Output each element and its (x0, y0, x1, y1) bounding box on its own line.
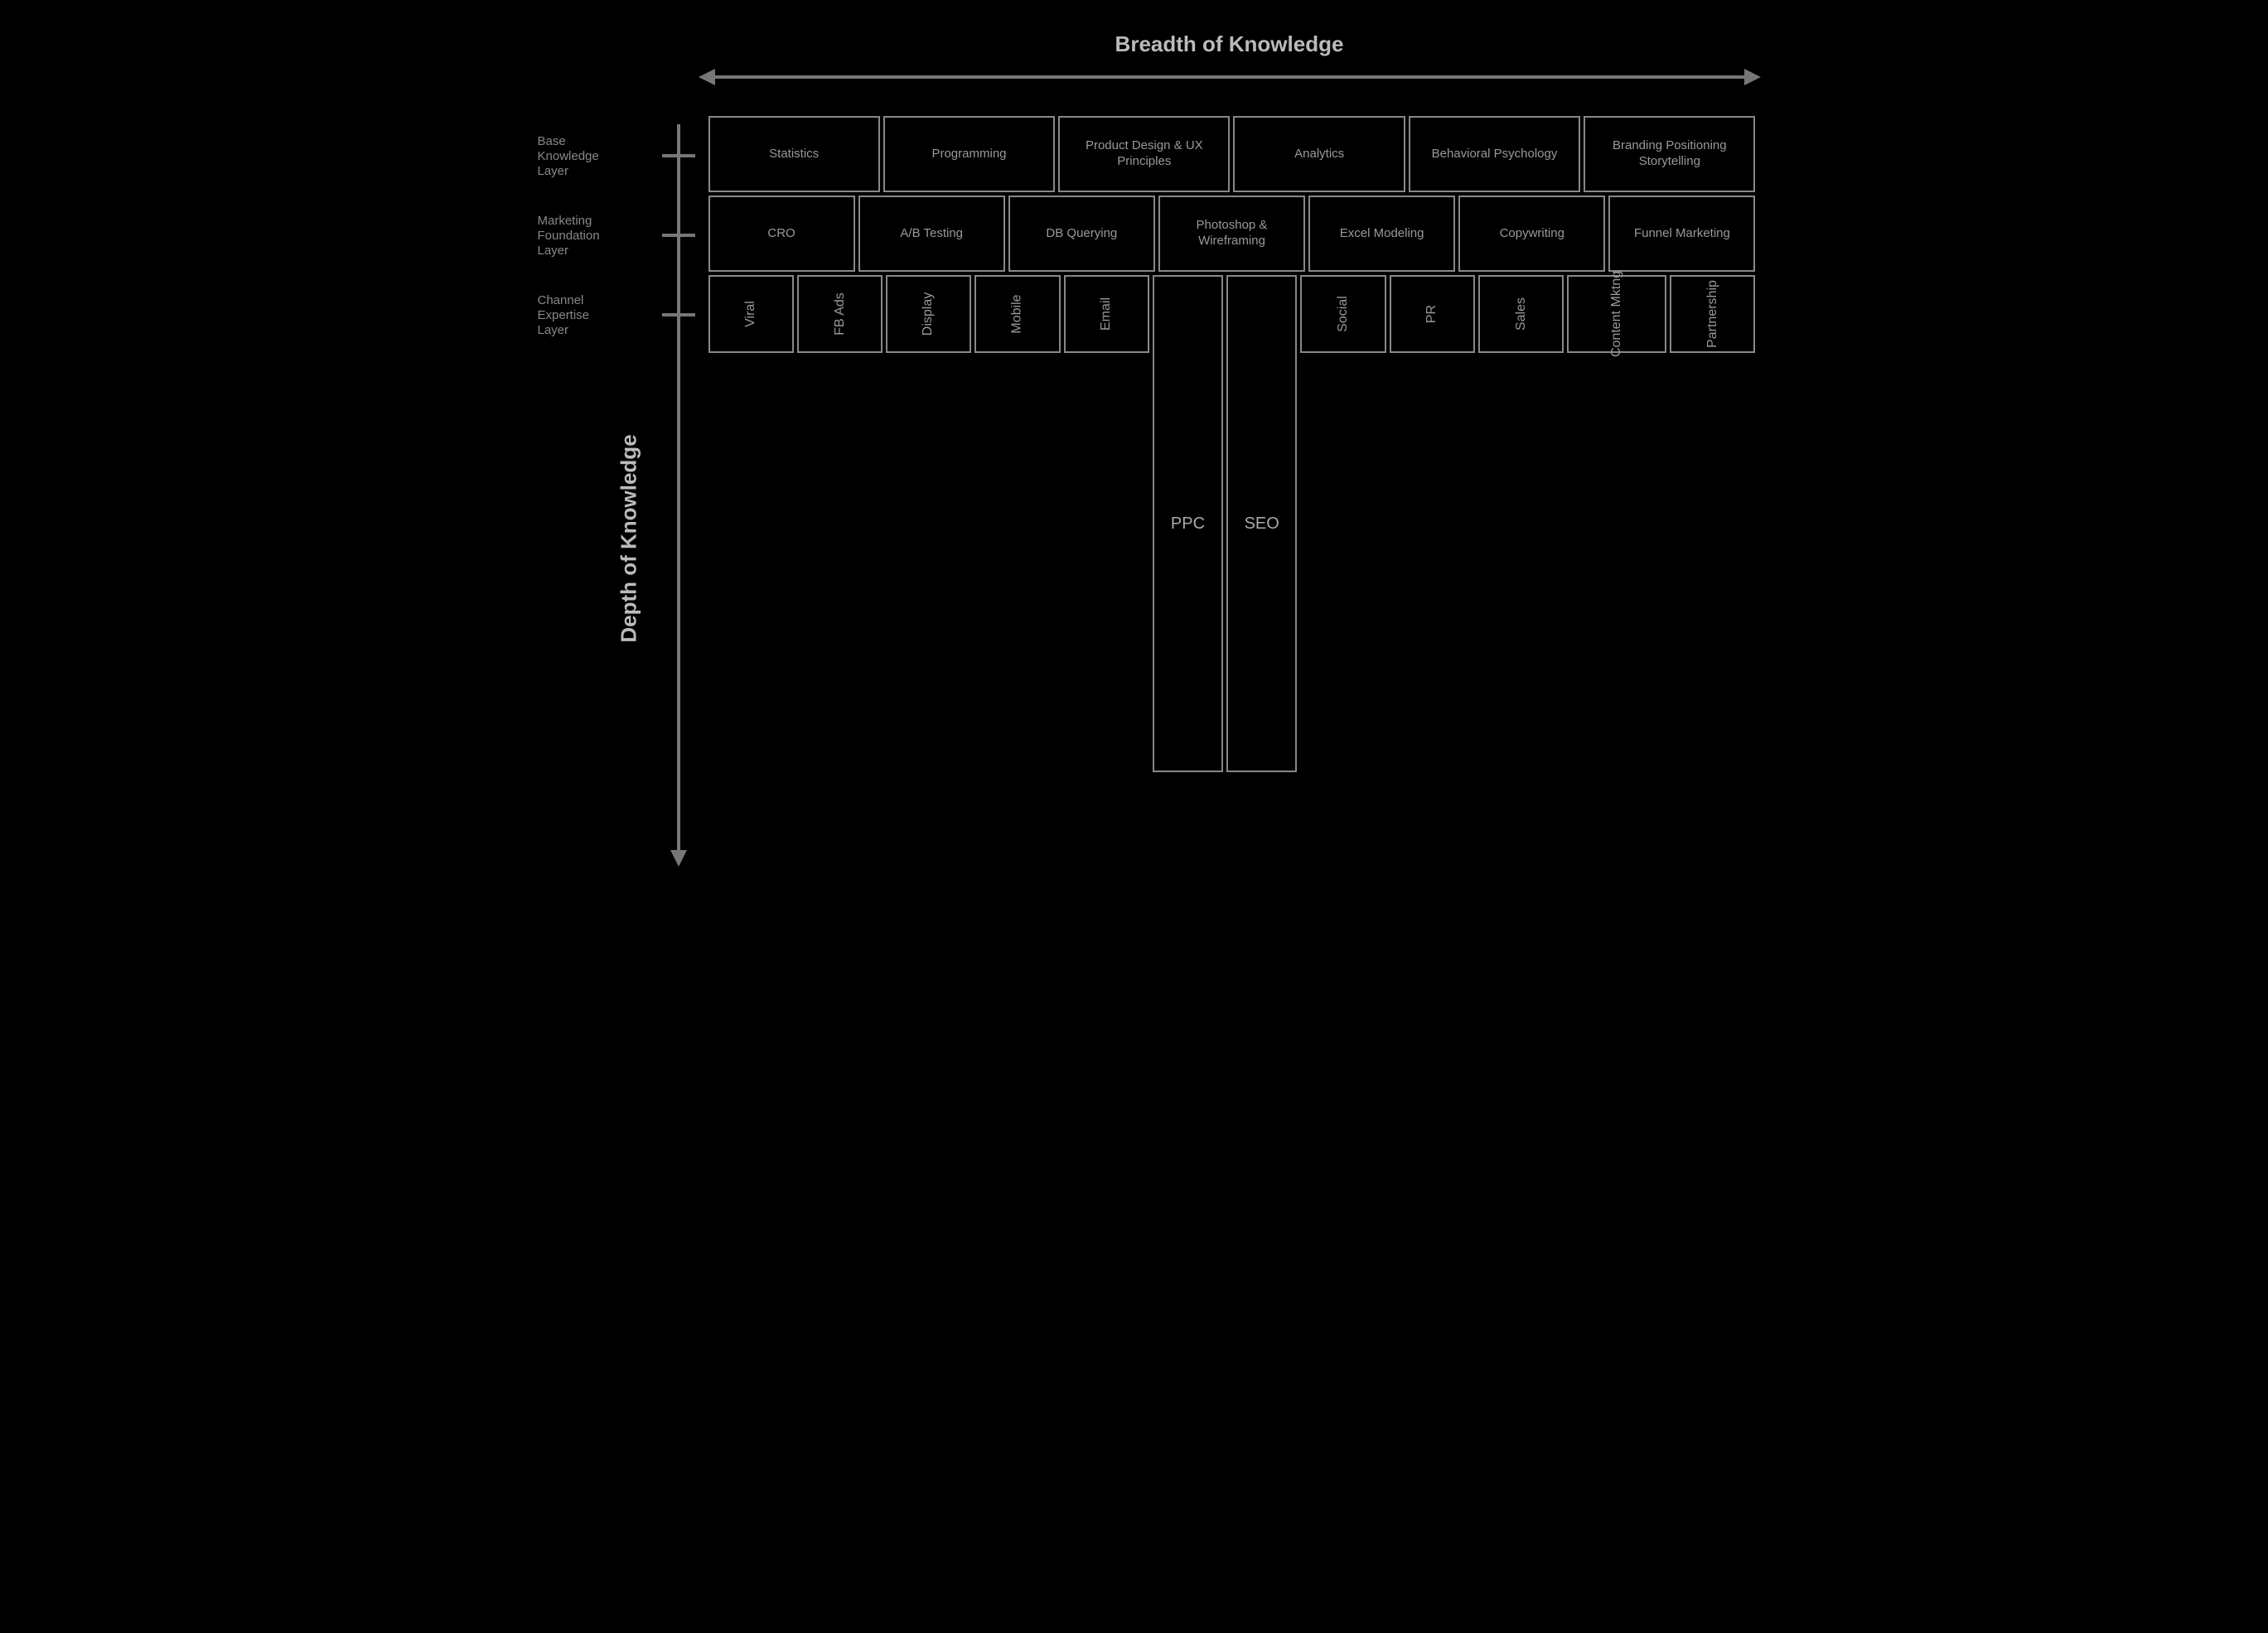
deep-expertise-wrap: PPC SEO (1153, 275, 1298, 772)
cell-analytics: Analytics (1233, 116, 1405, 192)
cell-text: Mobile (1009, 294, 1026, 333)
cell-text: PR (1424, 305, 1440, 323)
grid: Statistics Programming Product Design & … (708, 116, 1756, 887)
cell-copywriting: Copywriting (1458, 196, 1605, 272)
cell-seo: SEO (1226, 275, 1297, 772)
cell-programming: Programming (883, 116, 1055, 192)
label-line: Marketing (538, 214, 646, 229)
row-label-base: Base Knowledge Layer (538, 134, 646, 179)
cell-text: Content Mktng (1608, 271, 1625, 357)
cell-fb-ads: FB Ads (797, 275, 883, 353)
label-line: Knowledge (538, 149, 646, 164)
cell-content-mktng: Content Mktng (1567, 275, 1666, 353)
horizontal-axis-line (715, 75, 1744, 79)
label-line: Foundation (538, 229, 646, 244)
axis-tick (662, 313, 695, 316)
cell-partnership: Partnership (1670, 275, 1755, 353)
cell-db-querying: DB Querying (1008, 196, 1155, 272)
label-line: Channel (538, 293, 646, 308)
row-channel-expertise: Viral FB Ads Display Mobile Email PPC SE… (708, 275, 1756, 772)
cell-excel-modeling: Excel Modeling (1308, 196, 1455, 272)
cell-mobile: Mobile (974, 275, 1060, 353)
cell-ppc: PPC (1153, 275, 1223, 772)
label-line: Layer (538, 323, 646, 338)
horizontal-axis-title: Breadth of Knowledge (704, 31, 1756, 57)
label-line: Layer (538, 164, 646, 179)
cell-funnel-marketing: Funnel Marketing (1608, 196, 1755, 272)
horizontal-axis-arrow (704, 68, 1756, 85)
cell-sales: Sales (1478, 275, 1564, 353)
cell-display: Display (886, 275, 971, 353)
row-base-knowledge: Statistics Programming Product Design & … (708, 116, 1756, 192)
arrow-right-icon (1744, 69, 1761, 85)
cell-branding: Branding Positioning Storytelling (1584, 116, 1755, 192)
cell-text: FB Ads (831, 292, 848, 336)
cell-text: Viral (742, 301, 759, 327)
cell-photoshop: Photoshop & Wireframing (1158, 196, 1305, 272)
cell-text: Display (921, 292, 937, 336)
arrow-down-icon (670, 850, 687, 867)
cell-email: Email (1064, 275, 1149, 353)
cell-viral: Viral (708, 275, 794, 353)
cell-text: Email (1098, 297, 1115, 331)
label-line: Expertise (538, 308, 646, 323)
label-line: Layer (538, 244, 646, 258)
cell-product-design: Product Design & UX Principles (1058, 116, 1230, 192)
cell-social: Social (1300, 275, 1385, 353)
arrow-left-icon (699, 69, 715, 85)
cell-ab-testing: A/B Testing (858, 196, 1005, 272)
t-shaped-marketer-diagram: Breadth of Knowledge Depth of Knowledge … (505, 25, 1764, 920)
label-line: Base (538, 134, 646, 149)
cell-behavioral-psychology: Behavioral Psychology (1409, 116, 1580, 192)
cell-text: Social (1335, 296, 1352, 332)
row-marketing-foundation: CRO A/B Testing DB Querying Photoshop & … (708, 196, 1756, 272)
cell-cro: CRO (708, 196, 855, 272)
cell-text: Sales (1513, 297, 1530, 331)
row-label-foundation: Marketing Foundation Layer (538, 214, 646, 258)
cell-text: Partnership (1705, 280, 1721, 348)
cell-statistics: Statistics (708, 116, 880, 192)
vertical-axis-title: Depth of Knowledge (616, 434, 641, 642)
row-label-channel: Channel Expertise Layer (538, 293, 646, 338)
cell-pr: PR (1390, 275, 1475, 353)
axis-tick (662, 234, 695, 237)
axis-tick (662, 154, 695, 157)
